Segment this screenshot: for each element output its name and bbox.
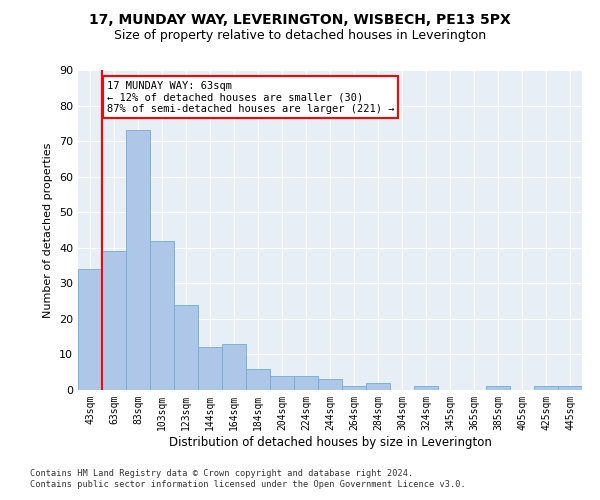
Bar [126, 130, 150, 390]
Bar [414, 386, 438, 390]
Y-axis label: Number of detached properties: Number of detached properties [43, 142, 53, 318]
Bar [366, 383, 390, 390]
Text: Size of property relative to detached houses in Leverington: Size of property relative to detached ho… [114, 29, 486, 42]
Bar [558, 386, 582, 390]
Text: Contains public sector information licensed under the Open Government Licence v3: Contains public sector information licen… [30, 480, 466, 489]
Bar [270, 376, 294, 390]
Text: Contains HM Land Registry data © Crown copyright and database right 2024.: Contains HM Land Registry data © Crown c… [30, 468, 413, 477]
Bar [486, 386, 510, 390]
Bar [174, 304, 198, 390]
Bar [342, 386, 366, 390]
Text: 17, MUNDAY WAY, LEVERINGTON, WISBECH, PE13 5PX: 17, MUNDAY WAY, LEVERINGTON, WISBECH, PE… [89, 12, 511, 26]
Bar [246, 368, 270, 390]
Bar [318, 380, 342, 390]
Bar [102, 252, 126, 390]
X-axis label: Distribution of detached houses by size in Leverington: Distribution of detached houses by size … [169, 436, 491, 448]
Bar [78, 269, 102, 390]
Bar [294, 376, 318, 390]
Bar [150, 240, 174, 390]
Text: 17 MUNDAY WAY: 63sqm
← 12% of detached houses are smaller (30)
87% of semi-detac: 17 MUNDAY WAY: 63sqm ← 12% of detached h… [107, 80, 394, 114]
Bar [198, 348, 222, 390]
Bar [534, 386, 558, 390]
Bar [222, 344, 246, 390]
